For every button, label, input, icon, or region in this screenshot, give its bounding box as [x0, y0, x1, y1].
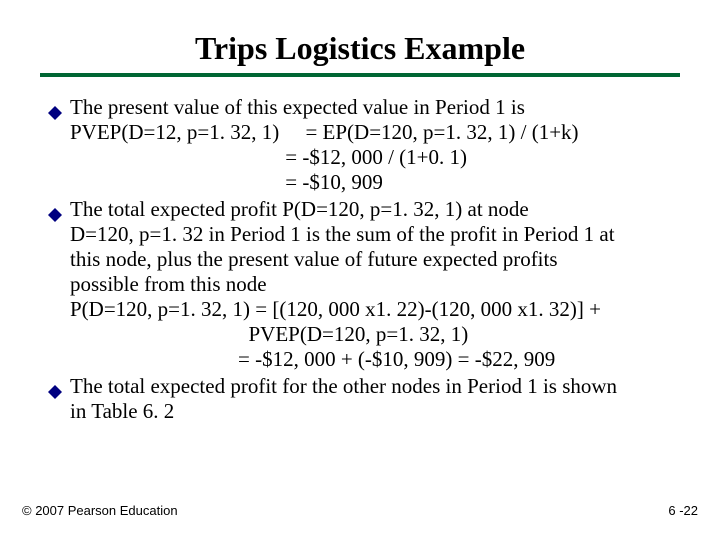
bullet-diamond-icon — [48, 380, 62, 405]
bullet-body: The total expected profit P(D=120, p=1. … — [70, 197, 672, 372]
bullet-line: The total expected profit P(D=120, p=1. … — [70, 197, 672, 222]
content-area: The present value of this expected value… — [40, 95, 680, 424]
bullet-line: this node, plus the present value of fut… — [70, 247, 672, 272]
bullet-line: D=120, p=1. 32 in Period 1 is the sum of… — [70, 222, 672, 247]
bullet-line: = -$12, 000 / (1+0. 1) — [70, 145, 672, 170]
bullet-line: in Table 6. 2 — [70, 399, 672, 424]
bullet-line: possible from this node — [70, 272, 672, 297]
bullet-line: The present value of this expected value… — [70, 95, 672, 120]
bullet-line: PVEP(D=12, p=1. 32, 1) = EP(D=120, p=1. … — [70, 120, 672, 145]
bullet-line: = -$10, 909 — [70, 170, 672, 195]
bullet-item: The total expected profit P(D=120, p=1. … — [48, 197, 672, 372]
bullet-line: P(D=120, p=1. 32, 1) = [(120, 000 x1. 22… — [70, 297, 672, 322]
bullet-line: The total expected profit for the other … — [70, 374, 672, 399]
bullet-item: The present value of this expected value… — [48, 95, 672, 195]
slide-title: Trips Logistics Example — [40, 30, 680, 67]
bullet-diamond-icon — [48, 203, 62, 228]
slide: Trips Logistics Example The present valu… — [0, 0, 720, 540]
copyright-text: © 2007 Pearson Education — [22, 503, 178, 518]
title-rule — [40, 73, 680, 77]
bullet-item: The total expected profit for the other … — [48, 374, 672, 424]
bullet-line: = -$12, 000 + (-$10, 909) = -$22, 909 — [70, 347, 672, 372]
slide-number: 6 -22 — [668, 503, 698, 518]
bullet-body: The total expected profit for the other … — [70, 374, 672, 424]
bullet-diamond-icon — [48, 101, 62, 126]
bullet-line: PVEP(D=120, p=1. 32, 1) — [70, 322, 672, 347]
bullet-body: The present value of this expected value… — [70, 95, 672, 195]
